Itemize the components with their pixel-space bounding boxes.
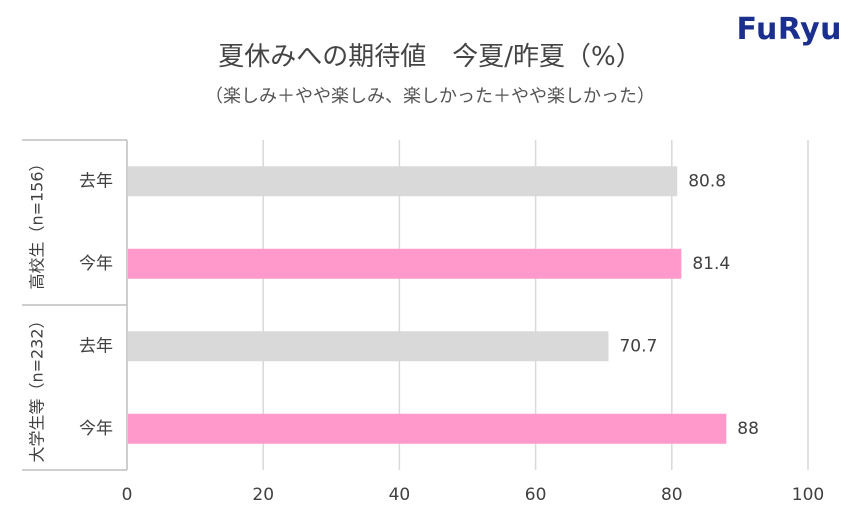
data-label: 81.4: [692, 254, 730, 274]
bar: [128, 413, 727, 444]
x-tick-label: 20: [252, 485, 274, 505]
bar-category-label: 去年: [79, 336, 113, 356]
x-axis-ticks: 0 20 40 60 80 100: [122, 485, 825, 505]
chart-title: 夏休みへの期待値 今夏/昨夏（%）: [218, 42, 642, 72]
chart-subtitle: （楽しみ＋やや楽しみ、楽しかった＋やや楽しかった）: [205, 86, 655, 107]
brand-logo: FuRyu: [736, 12, 842, 47]
bar: [128, 331, 609, 362]
group-label: 高校生（n=156）: [28, 155, 47, 289]
x-tick-label: 100: [792, 485, 824, 505]
x-tick-label: 80: [661, 485, 683, 505]
bar-category-label: 今年: [79, 419, 113, 439]
data-label: 80.8: [688, 171, 726, 191]
bar-category-label: 今年: [79, 254, 113, 274]
x-tick-label: 40: [389, 485, 411, 505]
data-label: 88: [737, 419, 759, 439]
x-tick-label: 60: [525, 485, 547, 505]
group-label: 大学生等（n=232）: [28, 312, 47, 462]
data-label: 70.7: [619, 336, 657, 356]
bar-category-label: 去年: [79, 171, 113, 191]
x-tick-label: 0: [122, 485, 133, 505]
bars: 80.8 81.4 70.7 88: [128, 166, 759, 444]
bar: [128, 166, 678, 197]
bar: [128, 248, 682, 279]
